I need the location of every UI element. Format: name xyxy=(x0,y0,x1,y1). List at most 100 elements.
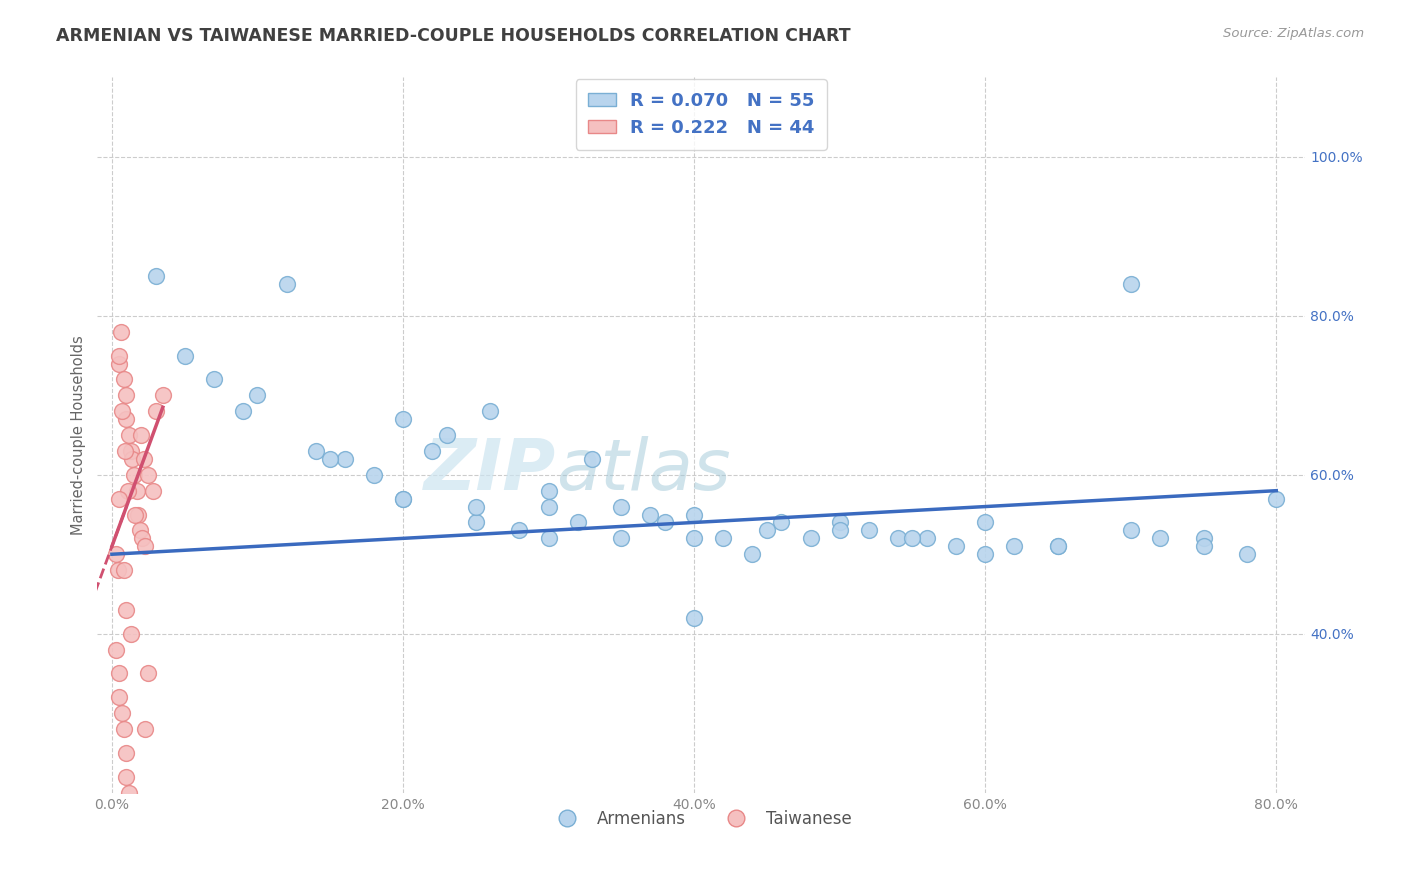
Point xyxy=(129,428,152,442)
Point xyxy=(770,516,793,530)
Point xyxy=(246,388,269,402)
Point xyxy=(131,532,153,546)
Point xyxy=(152,388,174,402)
Point xyxy=(111,404,134,418)
Point xyxy=(127,817,149,831)
Point xyxy=(683,508,706,522)
Point xyxy=(319,451,342,466)
Point xyxy=(392,491,415,506)
Point xyxy=(581,451,603,466)
Point xyxy=(105,642,128,657)
Point xyxy=(1046,539,1069,553)
Point xyxy=(127,508,149,522)
Point xyxy=(121,451,143,466)
Point xyxy=(683,611,706,625)
Point xyxy=(915,532,938,546)
Point xyxy=(136,666,159,681)
Point xyxy=(112,722,135,736)
Point xyxy=(640,508,662,522)
Point xyxy=(145,269,167,284)
Point xyxy=(117,483,139,498)
Point xyxy=(108,357,131,371)
Point xyxy=(1002,539,1025,553)
Point xyxy=(420,444,443,458)
Point xyxy=(115,603,138,617)
Point xyxy=(115,746,138,760)
Point xyxy=(974,547,997,561)
Point xyxy=(142,483,165,498)
Point xyxy=(134,539,156,553)
Point xyxy=(134,722,156,736)
Point xyxy=(145,404,167,418)
Point xyxy=(122,801,145,815)
Legend: Armenians, Taiwanese: Armenians, Taiwanese xyxy=(544,803,859,834)
Point xyxy=(537,532,560,546)
Point xyxy=(567,516,589,530)
Text: ARMENIAN VS TAIWANESE MARRIED-COUPLE HOUSEHOLDS CORRELATION CHART: ARMENIAN VS TAIWANESE MARRIED-COUPLE HOU… xyxy=(56,27,851,45)
Point xyxy=(945,539,967,553)
Point xyxy=(232,404,254,418)
Point xyxy=(105,547,128,561)
Point xyxy=(1192,532,1215,546)
Point xyxy=(115,412,138,426)
Point xyxy=(610,500,633,514)
Point xyxy=(108,666,131,681)
Point xyxy=(828,524,851,538)
Point xyxy=(115,770,138,784)
Text: Source: ZipAtlas.com: Source: ZipAtlas.com xyxy=(1223,27,1364,40)
Point xyxy=(115,388,138,402)
Point xyxy=(118,786,141,800)
Point xyxy=(799,532,821,546)
Point xyxy=(1046,539,1069,553)
Point xyxy=(120,626,142,640)
Point xyxy=(537,500,560,514)
Point xyxy=(129,833,152,847)
Point xyxy=(828,516,851,530)
Point xyxy=(112,372,135,386)
Point xyxy=(132,451,155,466)
Point xyxy=(711,532,734,546)
Point xyxy=(464,500,486,514)
Point xyxy=(654,516,676,530)
Point xyxy=(118,428,141,442)
Point xyxy=(333,451,356,466)
Point xyxy=(136,467,159,482)
Point xyxy=(107,563,129,577)
Point xyxy=(114,444,136,458)
Point xyxy=(128,524,150,538)
Point xyxy=(974,516,997,530)
Point xyxy=(111,706,134,721)
Point xyxy=(479,404,502,418)
Point xyxy=(741,547,763,561)
Point xyxy=(110,325,132,339)
Text: atlas: atlas xyxy=(557,436,731,505)
Point xyxy=(276,277,298,291)
Point xyxy=(1119,524,1142,538)
Point xyxy=(112,563,135,577)
Point xyxy=(108,690,131,705)
Point xyxy=(508,524,530,538)
Point xyxy=(436,428,458,442)
Point xyxy=(120,444,142,458)
Point xyxy=(173,349,195,363)
Point xyxy=(108,491,131,506)
Point xyxy=(202,372,225,386)
Point xyxy=(124,508,146,522)
Point xyxy=(464,516,486,530)
Point xyxy=(858,524,880,538)
Point xyxy=(392,412,415,426)
Point xyxy=(1149,532,1171,546)
Point xyxy=(537,483,560,498)
Point xyxy=(755,524,778,538)
Point xyxy=(1236,547,1258,561)
Point xyxy=(901,532,924,546)
Point xyxy=(1192,539,1215,553)
Point xyxy=(122,467,145,482)
Point xyxy=(683,532,706,546)
Point xyxy=(305,444,328,458)
Y-axis label: Married-couple Households: Married-couple Households xyxy=(72,335,86,535)
Text: ZIP: ZIP xyxy=(425,436,557,505)
Point xyxy=(125,483,148,498)
Point xyxy=(363,467,385,482)
Point xyxy=(610,532,633,546)
